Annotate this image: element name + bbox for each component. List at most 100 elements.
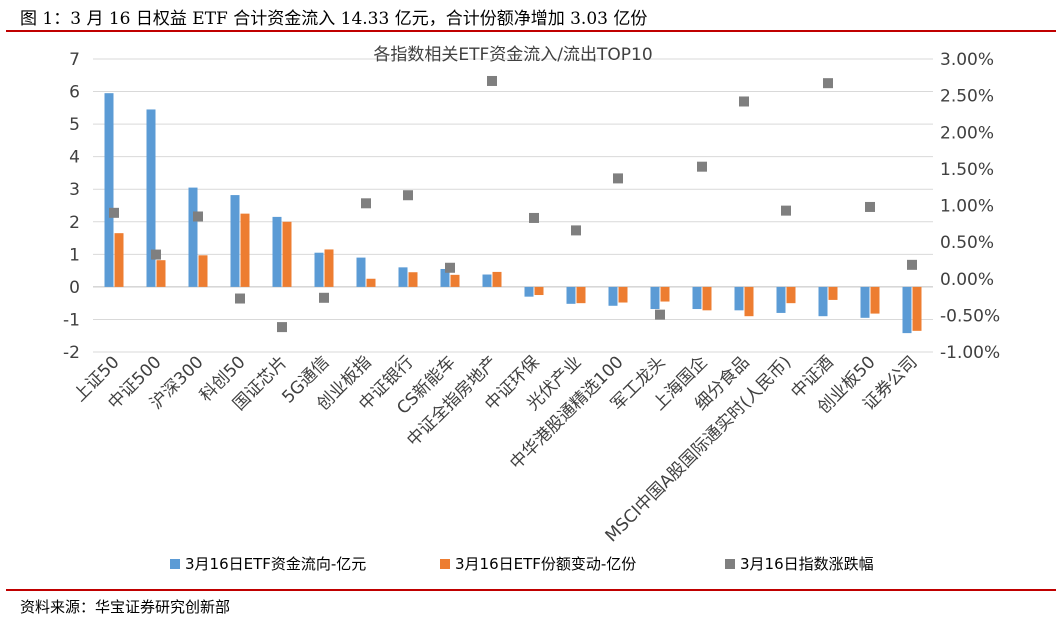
y-tick-label-right: 0.00% — [940, 270, 994, 290]
legend-swatch — [725, 559, 735, 569]
bar-fund-flow — [566, 286, 576, 304]
point-index-change — [781, 205, 791, 216]
bar-share-change — [912, 286, 922, 331]
bar-share-change — [240, 213, 250, 287]
point-index-change — [865, 201, 875, 212]
point-index-change — [403, 190, 413, 201]
top-rule — [6, 30, 1056, 32]
point-index-change — [487, 75, 497, 86]
bar-fund-flow — [230, 195, 240, 287]
source-note: 资料来源：华宝证券研究创新部 — [20, 598, 231, 616]
y-tick-label-right: 2.00% — [940, 123, 994, 143]
legend-item: 3月16日指数涨跌幅 — [725, 553, 874, 574]
bar-share-change — [618, 286, 628, 303]
bar-share-change — [324, 249, 334, 287]
bar-fund-flow — [356, 257, 366, 287]
y-tick-label-right: 3.00% — [940, 50, 994, 70]
point-index-change — [361, 198, 371, 209]
bar-fund-flow — [860, 286, 870, 318]
bar-share-change — [450, 274, 460, 287]
legend-label: 3月16日ETF资金流向-亿元 — [185, 555, 367, 573]
bar-share-change — [828, 286, 838, 300]
bar-share-change — [156, 260, 166, 287]
bar-fund-flow — [398, 267, 408, 287]
y-tick-label-left: -1 — [63, 310, 80, 330]
legend-swatch — [440, 559, 450, 569]
point-index-change — [907, 259, 917, 270]
y-tick-label-left: 5 — [69, 115, 80, 135]
figure-title: 图 1：3 月 16 日权益 ETF 合计资金流入 14.33 亿元，合计份额净… — [20, 9, 648, 29]
bar-fund-flow — [818, 286, 828, 317]
bar-share-change — [870, 286, 880, 314]
y-tick-label-left: 6 — [69, 83, 80, 103]
point-index-change — [613, 173, 623, 184]
y-tick-label-left: 4 — [69, 148, 80, 168]
bar-fund-flow — [650, 286, 660, 310]
point-index-change — [697, 161, 707, 172]
bar-fund-flow — [146, 109, 156, 287]
bar-share-change — [786, 286, 796, 304]
y-tick-label-left: 3 — [69, 180, 80, 200]
chart-title: 各指数相关ETF资金流入/流出TOP10 — [373, 45, 652, 65]
bar-fund-flow — [104, 93, 114, 287]
bar-share-change — [660, 286, 670, 302]
y-tick-label-right: 2.50% — [940, 87, 994, 107]
bar-fund-flow — [314, 252, 324, 287]
point-index-change — [445, 262, 455, 273]
y-axis-left: 7 6 5 4 3 2 1 0 -1 -2 — [63, 50, 80, 363]
bar-share-change — [114, 233, 124, 287]
bar-fund-flow — [524, 286, 534, 297]
legend-item: 3月16日ETF资金流向-亿元 — [170, 553, 366, 574]
x-axis: 上证50中证500沪深300科创50国证芯片5G通信创业板指中证银行CS新能车中… — [70, 352, 921, 546]
y-tick-label-right: 0.50% — [940, 233, 994, 253]
bar-fund-flow — [440, 268, 450, 287]
y-tick-label-right: 1.50% — [940, 160, 994, 180]
point-index-change — [319, 292, 329, 303]
legend-label: 3月16日ETF份额变动-亿份 — [455, 555, 637, 573]
bar-fund-flow — [188, 187, 198, 287]
bottom-rule — [6, 589, 1056, 591]
bar-share-change — [492, 271, 502, 287]
y-axis-right: 3.00% 2.50% 2.00% 1.50% 1.00% 0.50% 0.00% -0.50… — [940, 50, 1000, 363]
bar-fund-flow — [692, 286, 702, 310]
point-index-change — [235, 293, 245, 304]
y-tick-label-right: -0.50% — [940, 306, 1000, 326]
bar-fund-flow — [776, 286, 786, 313]
bar-fund-flow — [902, 286, 912, 334]
bar-share-change — [534, 286, 544, 296]
y-tick-label-left: 1 — [69, 245, 80, 265]
bars — [104, 93, 922, 334]
point-index-change — [151, 249, 161, 260]
bar-share-change — [198, 255, 208, 287]
y-tick-label-left: 0 — [69, 278, 80, 298]
gridlines — [93, 58, 933, 353]
bar-share-change — [408, 272, 418, 287]
bar-fund-flow — [734, 286, 744, 311]
legend-swatch — [170, 559, 180, 569]
points — [109, 75, 917, 333]
bar-share-change — [744, 286, 754, 317]
y-tick-label-right: -1.00% — [940, 343, 1000, 363]
y-tick-label-right: 1.00% — [940, 197, 994, 217]
bar-share-change — [702, 286, 712, 311]
y-tick-label-left: 2 — [69, 213, 80, 233]
point-index-change — [193, 211, 203, 222]
point-index-change — [277, 322, 287, 333]
point-index-change — [823, 78, 833, 89]
point-index-change — [529, 212, 539, 223]
legend-label: 3月16日指数涨跌幅 — [740, 555, 874, 573]
bar-share-change — [282, 221, 292, 287]
y-tick-label-left: -2 — [63, 343, 80, 363]
bar-fund-flow — [482, 274, 492, 287]
point-index-change — [739, 96, 749, 107]
bar-fund-flow — [608, 286, 618, 306]
point-index-change — [109, 207, 119, 218]
bar-fund-flow — [272, 216, 282, 287]
legend-item: 3月16日ETF份额变动-亿份 — [440, 553, 636, 574]
bar-share-change — [576, 286, 586, 304]
bar-share-change — [366, 278, 376, 287]
point-index-change — [655, 309, 665, 320]
y-tick-label-left: 7 — [69, 50, 80, 70]
point-index-change — [571, 225, 581, 236]
